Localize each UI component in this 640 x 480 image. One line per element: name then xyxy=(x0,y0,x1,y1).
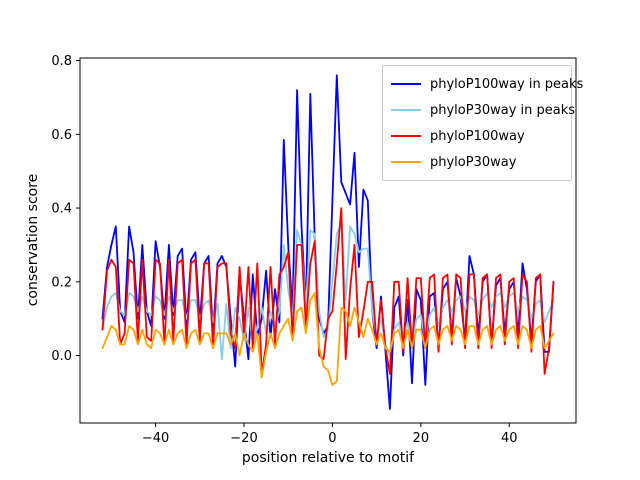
x-axis-label: position relative to motif xyxy=(242,450,415,466)
series-line-1 xyxy=(101,221,555,361)
legend-line-sample xyxy=(391,83,421,85)
x-tick-label: 20 xyxy=(413,431,430,446)
legend-label: phyloP100way xyxy=(430,128,525,144)
legend-entry-3: phyloP30way xyxy=(391,149,563,175)
x-tick-label: 40 xyxy=(501,431,518,446)
legend-label: phyloP30way xyxy=(430,154,517,170)
y-tick-label: 0.8 xyxy=(51,54,72,69)
legend-entry-0: phyloP100way in peaks xyxy=(391,71,583,97)
y-tick-label: 0.6 xyxy=(51,128,72,143)
legend-line-sample xyxy=(391,135,421,137)
x-tick-label: −40 xyxy=(142,431,169,446)
legend-label: phyloP30way in peaks xyxy=(430,102,576,118)
legend-line-sample xyxy=(391,109,421,111)
legend-entry-1: phyloP30way in peaks xyxy=(391,97,575,123)
legend: phyloP100way in peaks phyloP30way in peak… xyxy=(382,65,583,181)
legend-line-sample xyxy=(391,161,421,163)
legend-label: phyloP100way in peaks xyxy=(430,76,584,92)
y-tick-label: 0.4 xyxy=(51,202,72,217)
series-line-3 xyxy=(101,291,555,386)
y-tick-label: 0.0 xyxy=(51,349,72,364)
legend-entry-2: phyloP100way xyxy=(391,123,563,149)
x-tick-label: 0 xyxy=(328,431,336,446)
y-tick-label: 0.2 xyxy=(51,275,72,290)
series-line-2 xyxy=(101,207,555,375)
x-tick-label: −20 xyxy=(230,431,257,446)
plot-frame xyxy=(79,57,577,424)
y-axis-label: conservation score xyxy=(25,174,41,307)
